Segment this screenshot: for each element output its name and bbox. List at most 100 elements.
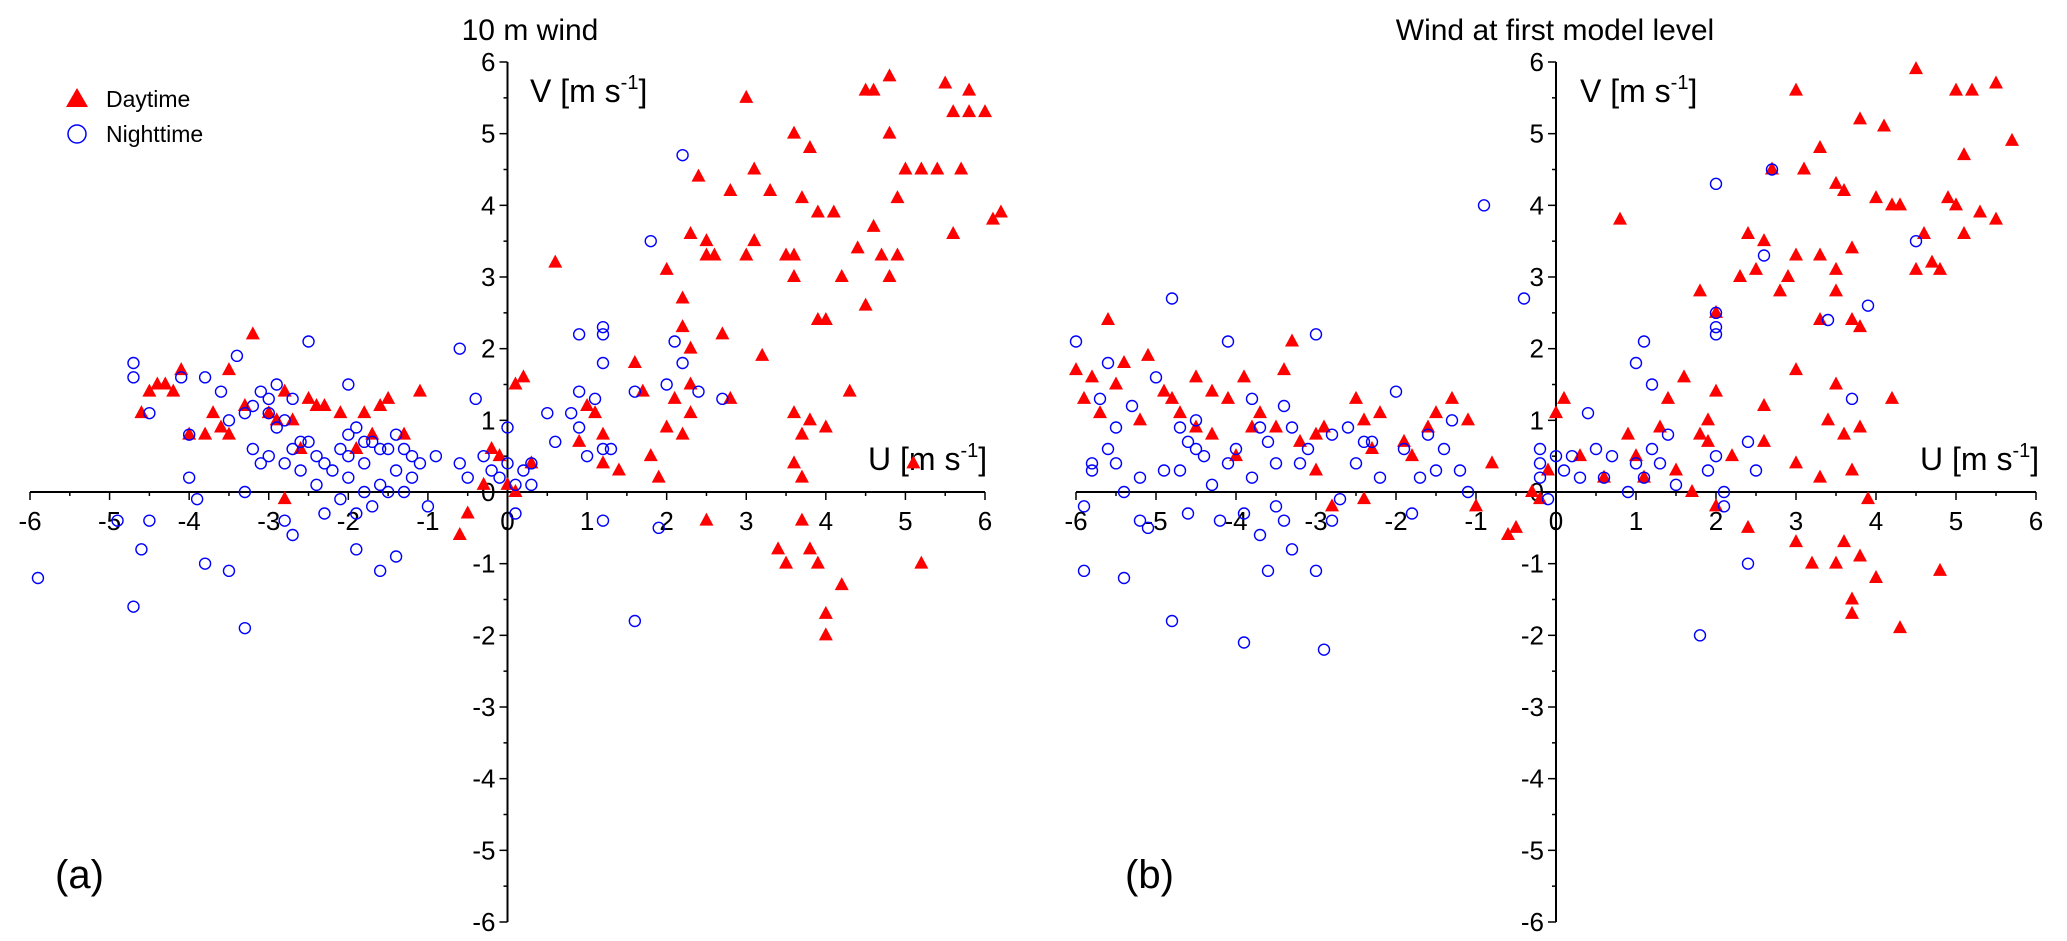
daytime-point [1205, 383, 1219, 397]
nighttime-point [230, 349, 244, 363]
daytime-point [1285, 333, 1299, 347]
nighttime-point [1301, 442, 1315, 456]
daytime-point [1749, 261, 1763, 275]
nighttime-point [182, 471, 196, 484]
daytime-point [1237, 369, 1251, 383]
daytime-point [667, 390, 682, 404]
daytime-point [1949, 197, 1963, 211]
daytime-point [134, 405, 149, 419]
y-tick-label: -3 [1521, 692, 1544, 722]
daytime-point [1837, 183, 1851, 196]
x-axis-label: U [m s-1] [1920, 440, 2039, 477]
y-axis-label: V [m s-1] [1580, 72, 1697, 109]
nighttime-point [326, 464, 339, 477]
nighttime-point [1709, 320, 1723, 334]
daytime-point [691, 168, 706, 182]
nighttime-point [1189, 442, 1203, 456]
daytime-point [747, 161, 762, 175]
daytime-point [866, 218, 881, 232]
daytime-point [1933, 562, 1947, 576]
nighttime-point [405, 449, 419, 463]
daytime-point [858, 297, 873, 311]
daytime-point [787, 405, 801, 419]
daytime-point [874, 247, 889, 261]
nighttime-point [1181, 435, 1195, 449]
daytime-point [1245, 419, 1259, 433]
nighttime-point [1325, 514, 1339, 527]
nighttime-point [1117, 485, 1131, 499]
daytime-point [794, 426, 809, 440]
x-tick-label: 2 [1709, 506, 1723, 536]
daytime-point [787, 125, 801, 139]
nighttime-point [668, 335, 681, 348]
nighttime-point [175, 371, 188, 384]
nighttime-point [1077, 564, 1091, 578]
nighttime-point [549, 435, 562, 449]
daytime-point [1893, 197, 1907, 211]
nighttime-point [302, 435, 315, 449]
daytime-point [794, 190, 809, 204]
daytime-point [1813, 469, 1827, 483]
daytime-point [397, 426, 412, 440]
x-tick-label: 4 [1869, 506, 1883, 536]
nighttime-point [1245, 392, 1259, 406]
nighttime-point [373, 478, 387, 492]
daytime-point [588, 405, 603, 419]
daytime-point [1397, 433, 1411, 447]
daytime-point [882, 269, 897, 282]
x-tick-label: -6 [18, 506, 41, 536]
daytime-point [699, 233, 714, 247]
daytime-point [1669, 462, 1683, 476]
nighttime-point [389, 428, 403, 441]
daytime-point [1845, 240, 1859, 254]
nighttime-point [572, 328, 586, 341]
nighttime-point [1461, 485, 1475, 499]
daytime-point [1917, 226, 1931, 239]
daytime-point [683, 340, 698, 354]
daytime-point [1701, 433, 1715, 447]
nighttime-point [517, 464, 530, 477]
y-tick-label: -4 [1521, 764, 1544, 794]
daytime-point [1853, 319, 1867, 333]
nighttime-point [1157, 464, 1171, 477]
daytime-point [1405, 448, 1419, 462]
daytime-point [802, 140, 817, 153]
daytime-point [524, 455, 539, 469]
daytime-point [1205, 426, 1219, 440]
panel-b: Wind at first model level (b) -6 -5 -4 -3 -2 -1… [1064, 14, 2043, 937]
y-tick-label: -3 [472, 692, 495, 722]
daytime-point [1085, 369, 1099, 383]
daytime-point [1133, 412, 1147, 426]
y-tick-label: 3 [1530, 262, 1544, 292]
nighttime-point [127, 371, 140, 384]
nighttime-point [596, 320, 610, 334]
nighttime-point [310, 449, 323, 463]
daytime-point [1893, 620, 1907, 634]
daytime-point [1741, 519, 1755, 533]
daytime-point [1957, 226, 1971, 239]
daytime-point [174, 362, 189, 376]
daytime-point [1317, 419, 1331, 433]
nighttime-point [1253, 528, 1267, 542]
nighttime-point [716, 392, 729, 406]
daytime-point [580, 398, 595, 411]
daytime-point [1157, 383, 1171, 397]
x-tick-label: 4 [819, 506, 833, 536]
daytime-point [946, 104, 961, 118]
nighttime-point [1149, 371, 1163, 384]
daytime-series [134, 68, 1008, 641]
nighttime-point [1069, 335, 1083, 348]
nighttime-point [1669, 478, 1683, 492]
nighttime-point [302, 335, 315, 348]
nighttime-point [366, 500, 379, 513]
daytime-point [1525, 484, 1539, 497]
nighttime-point [1629, 356, 1643, 370]
nighttime-point [1629, 457, 1643, 470]
nighttime-point [286, 528, 299, 542]
nighttime-point [127, 600, 140, 613]
daytime-point [1789, 362, 1803, 376]
nighttime-point [1693, 629, 1707, 642]
nighttime-point [1413, 471, 1427, 484]
daytime-point [1869, 190, 1883, 204]
y-axis-label-close: ] [638, 73, 647, 109]
